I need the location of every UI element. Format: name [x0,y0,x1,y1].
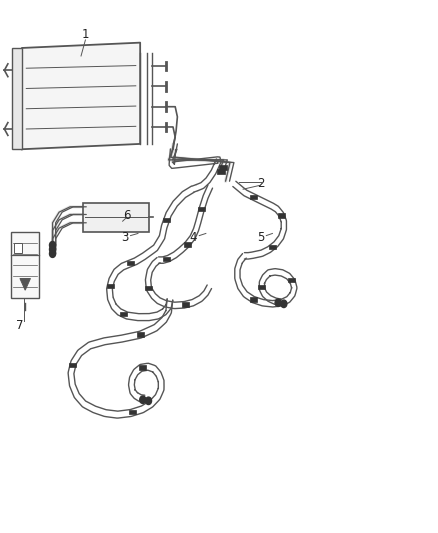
Circle shape [49,250,56,257]
Text: 4: 4 [189,231,197,244]
Circle shape [49,246,56,253]
Bar [250,297,257,302]
Bar [14,243,22,253]
Bar [217,169,225,174]
Bar [12,48,22,149]
Bar [11,232,39,298]
Polygon shape [22,43,140,149]
Bar [83,203,149,232]
Bar [163,218,170,222]
Text: 7: 7 [16,319,24,332]
Bar [258,285,265,289]
Bar [219,165,227,170]
Bar [250,195,257,199]
Bar [137,333,144,337]
Bar [127,261,134,265]
Circle shape [145,397,152,405]
Circle shape [275,299,281,306]
Bar [107,284,114,288]
Bar [139,366,146,370]
Text: 6: 6 [123,209,131,222]
Bar [184,243,191,247]
Text: 5: 5 [257,231,264,244]
Bar [278,214,285,218]
Bar [198,207,205,212]
Bar [129,410,136,415]
Circle shape [49,241,56,249]
Bar [145,286,152,290]
Bar [288,278,295,282]
Bar [120,312,127,316]
Text: 1: 1 [81,28,89,41]
Polygon shape [20,278,31,290]
Bar [182,302,189,306]
Bar [69,363,76,367]
Circle shape [140,396,146,403]
Text: 2: 2 [257,177,265,190]
Bar [269,245,276,249]
Text: 3: 3 [121,231,128,244]
Bar [163,257,170,261]
Circle shape [281,300,287,308]
